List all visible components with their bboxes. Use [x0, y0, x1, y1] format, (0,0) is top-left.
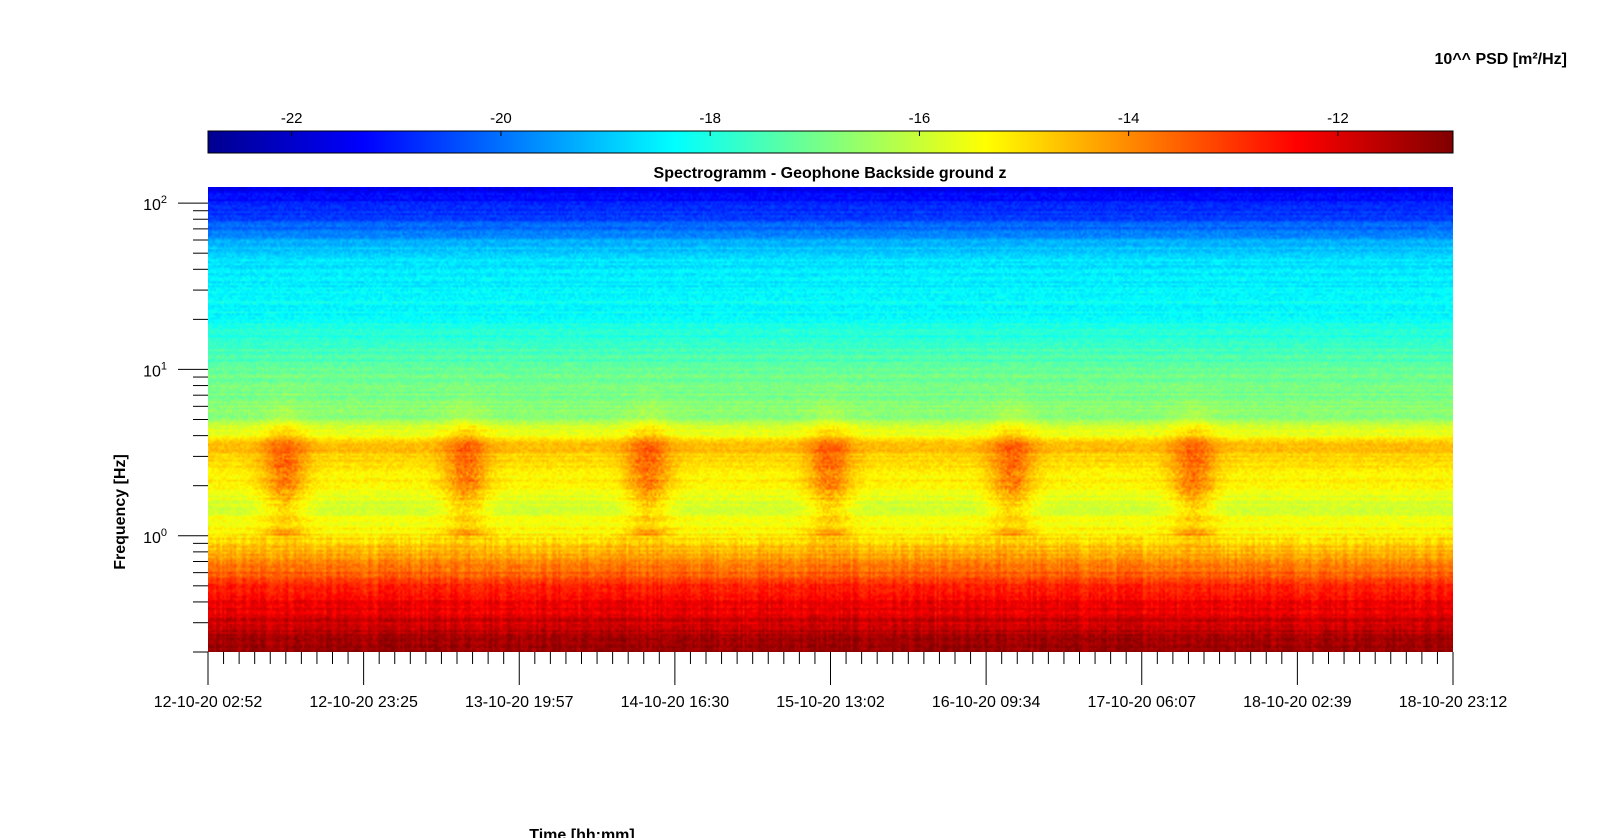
x-tick-label: 16-10-20 09:34	[932, 694, 1041, 711]
y-axis-label: Frequency [Hz]	[112, 454, 129, 570]
x-tick-label: 13-10-20 19:57	[465, 694, 574, 711]
y-tick-exponent: 1	[161, 360, 167, 372]
colorbar-tick-label: -18	[699, 110, 721, 127]
colorbar-tick-label: -16	[909, 110, 931, 127]
y-tick-label: 102	[143, 194, 167, 214]
x-tick-label: 12-10-20 02:52	[154, 694, 263, 711]
colorbar-tick-label: -22	[281, 110, 303, 127]
x-axis-ticks: 12-10-20 02:52 12-10-20 23:25 13-10-20 19:…	[154, 652, 1508, 711]
y-tick-label: 100	[143, 527, 167, 547]
x-tick-label: 18-10-20 02:39	[1243, 694, 1352, 711]
x-tick-label: 12-10-20 23:25	[309, 694, 418, 711]
y-axis-minor-ticks	[193, 210, 208, 653]
colorbar-ticks: -22 -20 -18 -16 -14 -12	[281, 110, 1349, 136]
colorbar: -22 -20 -18 -16 -14 -12 10^^ PSD [m²/Hz]	[207, 51, 1567, 154]
y-tick-base: 10	[143, 197, 161, 214]
spectrogram-image	[208, 187, 1453, 652]
x-tick-label: 18-10-20 23:12	[1399, 694, 1508, 711]
chart-title: Spectrogramm - Geophone Backside ground …	[654, 165, 1007, 182]
colorbar-tick-label: -20	[490, 110, 512, 127]
y-tick-exponent: 0	[161, 527, 167, 539]
y-tick-base: 10	[143, 530, 161, 547]
x-tick-label: 17-10-20 06:07	[1087, 694, 1196, 711]
y-tick-exponent: 2	[161, 194, 167, 206]
colorbar-gradient	[207, 130, 1454, 154]
colorbar-tick-label: -14	[1118, 110, 1140, 127]
x-tick-label: 15-10-20 13:02	[776, 694, 885, 711]
x-axis-label: Time [hh:mm]	[529, 827, 634, 838]
x-tick-label: 14-10-20 16:30	[621, 694, 730, 711]
y-tick-label: 101	[143, 360, 167, 380]
y-tick-base: 10	[143, 363, 161, 380]
colorbar-tick-label: -12	[1327, 110, 1349, 127]
colorbar-label: 10^^ PSD [m²/Hz]	[1435, 51, 1567, 68]
